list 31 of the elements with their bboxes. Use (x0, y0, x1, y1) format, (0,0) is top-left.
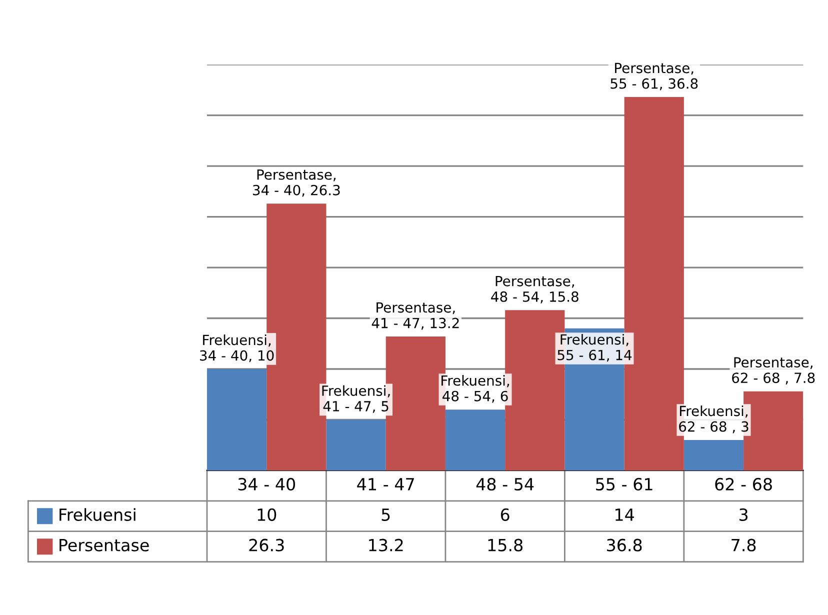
x-tick-label: 41 - 47 (357, 478, 414, 490)
x-tick-label: 62 - 68 (715, 478, 772, 491)
bar (326, 420, 386, 470)
bar (445, 410, 506, 470)
data-label: 6 (500, 508, 510, 521)
data-label: 15.8 (488, 538, 522, 552)
data-label: 13.2 (369, 538, 403, 552)
annotation: Frekuensi, 55 - 61, 14 (558, 334, 632, 362)
data-label: 26.3 (249, 538, 284, 552)
data-label: 36.8 (607, 538, 642, 552)
data-label: 14 (616, 508, 634, 521)
data-label: 3 (740, 508, 748, 521)
annotation: Persentase, 41 - 47, 13.2 (372, 302, 459, 330)
x-tick-label: 48 - 54 (476, 478, 534, 491)
bar (684, 440, 744, 470)
legend-label: Persentase (60, 539, 149, 552)
data-label: 7.8 (732, 538, 756, 552)
annotation: Frekuensi, 62 - 68 , 3 (679, 405, 748, 434)
annotation: Persentase, 48 - 54, 15.8 (491, 276, 578, 304)
x-tick-label: 34 - 40 (238, 478, 296, 491)
data-label: 5 (382, 508, 390, 521)
legend-label: Frekuensi (60, 508, 136, 521)
data-label: 10 (258, 508, 276, 521)
annotation: Persentase, 55 - 61, 36.8 (610, 62, 698, 90)
annotation: Frekuensi, 48 - 54, 6 (442, 375, 510, 403)
annotation: Persentase, 34 - 40, 26.3 (253, 169, 340, 197)
bar (207, 369, 267, 470)
annotation: Frekuensi, 34 - 40, 10 (200, 334, 274, 362)
annotation: Frekuensi, 41 - 47, 5 (322, 385, 390, 413)
annotation: Persentase, 62 - 68 , 7.8 (732, 357, 815, 384)
x-tick-label: 55 - 61 (596, 478, 652, 491)
